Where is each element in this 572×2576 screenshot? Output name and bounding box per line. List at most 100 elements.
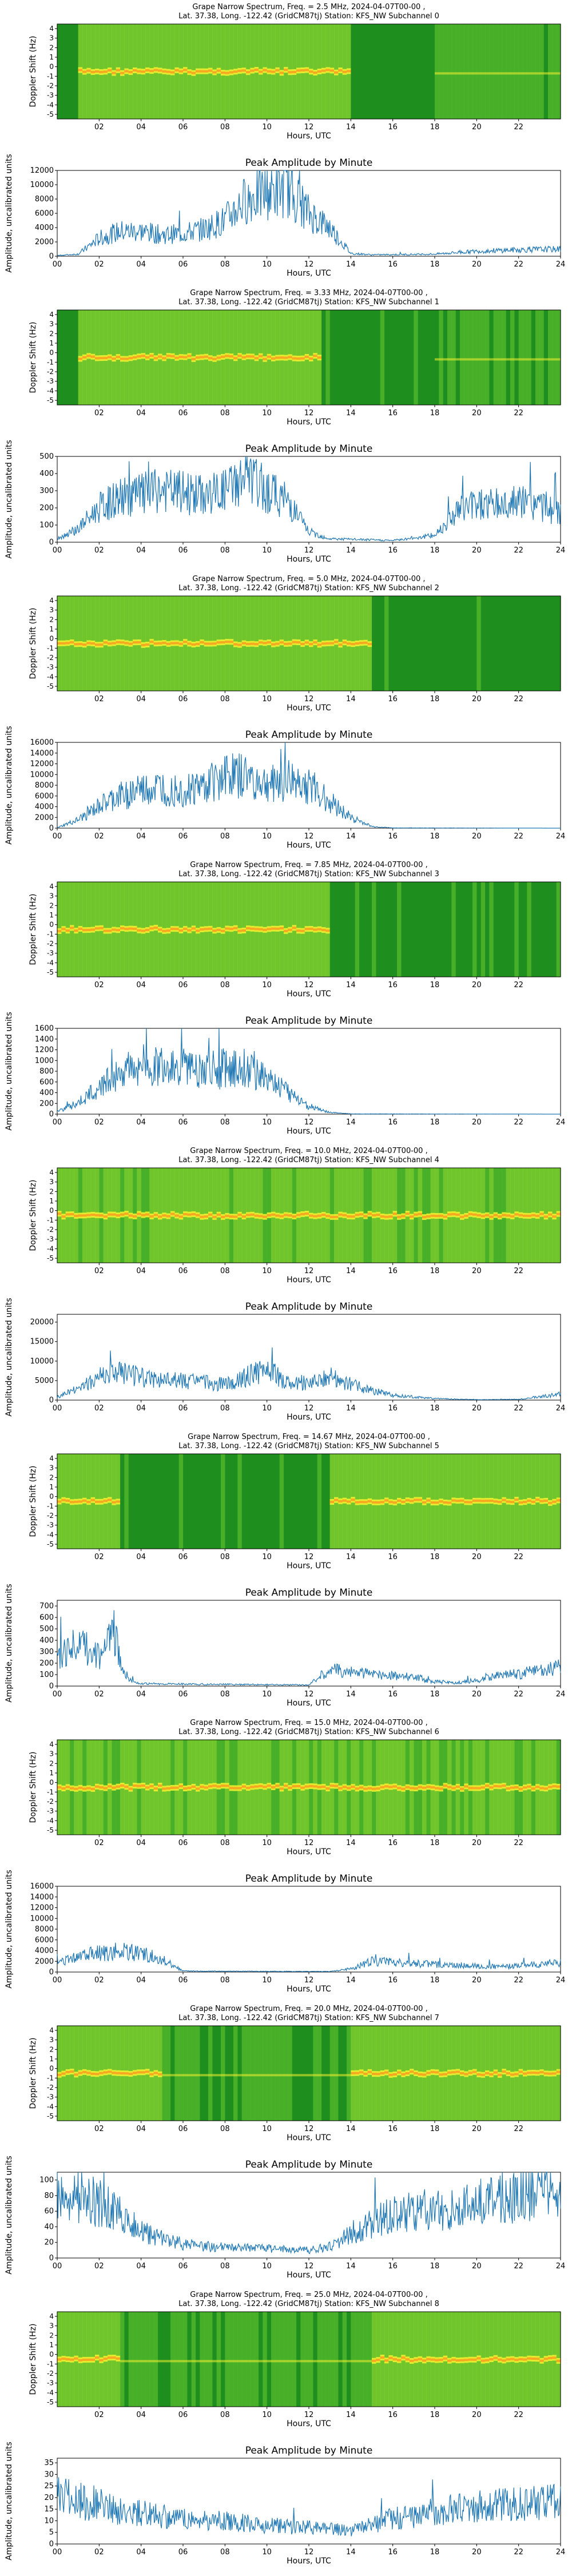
amplitude-y-tick-label: 60 [44,2207,54,2216]
spectrogram-trace-peak [153,69,158,71]
spectrogram-trace-peak [174,928,180,931]
spectrogram-column [476,310,482,405]
spectrogram-y-tick-label: -4 [47,673,54,681]
amplitude-y-tick-label: 12000 [30,1904,54,1913]
spectrogram-y-tick-label: -4 [47,1245,54,1253]
spectrogram-title: Grape Narrow Spectrum, Freq. = 25.0 MHz,… [190,2291,427,2299]
spectrogram-trace [233,2360,238,2363]
spectrogram-trace [292,2360,297,2363]
spectrogram-x-tick-label: 14 [346,695,356,703]
spectrogram-column [418,596,423,691]
spectrogram-column [527,24,532,119]
amplitude-x-label: Hours, UTC [287,841,331,850]
spectrogram-trace-peak [128,357,133,360]
spectrogram-trace [506,358,511,361]
amplitude-x-tick-label: 22 [514,2548,523,2557]
spectrogram-trace [502,72,507,75]
spectrogram-x-tick-label: 22 [514,981,523,989]
spectrogram-trace-peak [498,1501,502,1504]
spectrogram-trace [241,2074,247,2077]
spectrogram-column [254,1454,259,1549]
spectrogram-1: Grape Narrow Spectrum, Freq. = 3.33 MHz,… [29,289,561,427]
spectrogram-column [313,2026,318,2121]
spectrogram-trace-peak [137,1213,142,1215]
amplitude-y-label: Amplitude, uncalibrated units [5,1870,14,1989]
spectrogram-column [334,2026,339,2121]
spectrogram-title: Grape Narrow Spectrum, Freq. = 20.0 MHz,… [190,2005,427,2013]
spectrogram-column [502,882,507,977]
amplitude-x-tick-label: 24 [556,1404,566,1413]
spectrogram-trace-peak [162,1787,167,1790]
spectrogram-trace-peak [493,2356,498,2359]
spectrogram-trace [178,2360,184,2363]
amplitude-x-tick-label: 14 [346,1690,356,1699]
spectrogram-trace [347,2360,351,2363]
spectrogram-column [539,882,545,977]
spectrogram-y-tick-label: 0 [49,635,54,643]
spectrogram-trace [309,2074,313,2077]
spectrogram-trace-peak [543,1500,549,1502]
spectrogram-column [204,1454,209,1549]
spectrogram-trace-peak [288,71,293,74]
spectrogram-column [338,310,343,405]
spectrogram-x-tick-label: 02 [94,1839,104,1847]
spectrogram-column [317,2026,322,2121]
spectrogram-column [128,1454,133,1549]
amplitude-y-tick-label: 1000 [35,1056,54,1065]
spectrogram-trace-peak [250,642,255,645]
spectrogram-trace [435,72,439,75]
spectrogram-column [267,2312,272,2407]
spectrogram-trace-peak [174,356,180,359]
spectrogram-column [178,2312,184,2407]
amplitude-y-tick-label: 1200 [35,1046,54,1055]
spectrogram-trace-peak [531,2358,536,2360]
amplitude-x-tick-label: 02 [94,2262,104,2271]
spectrogram-column [259,1454,263,1549]
spectrogram-trace-peak [90,1498,96,1501]
spectrogram-x-tick-label: 16 [388,1553,398,1561]
spectrogram-column [380,24,385,119]
spectrogram-y-label: Doppler Shift (Hz) [29,1752,38,1823]
amplitude-x-tick-label: 14 [346,2262,356,2271]
spectrogram-trace [480,358,486,361]
spectrogram-x-tick-label: 10 [262,695,272,703]
spectrogram-column [472,310,477,405]
spectrogram-trace-peak [99,71,104,74]
spectrogram-trace-peak [187,929,192,932]
spectrogram-x-tick-label: 14 [346,1267,356,1275]
spectrogram-column [225,2026,230,2121]
spectrogram-trace-peak [61,642,66,645]
spectrogram-column [149,1454,154,1549]
spectrogram-trace-peak [145,643,150,646]
spectrogram-trace-peak [296,1214,301,1217]
spectrogram-trace-peak [263,1786,268,1788]
amplitude-x-tick-label: 04 [136,832,146,841]
spectrogram-x-label: Hours, UTC [287,1275,331,1285]
spectrogram-trace-peak [120,1784,125,1787]
spectrogram-trace-peak [321,1786,326,1788]
amplitude-x-tick-label: 04 [136,1404,146,1413]
spectrogram-trace-peak [116,2357,121,2360]
spectrogram-trace-peak [137,70,142,73]
spectrogram-column [430,596,435,691]
amplitude-y-tick-label: 0 [49,1396,54,1405]
amplitude-y-tick-label: 8000 [35,781,54,790]
amplitude-x-tick-label: 00 [53,1976,62,1985]
spectrogram-trace-peak [70,1501,74,1504]
spectrogram-column [476,596,482,691]
amplitude-title: Peak Amplitude by Minute [245,2159,373,2170]
spectrogram-trace-peak [388,1215,394,1218]
spectrogram-trace [162,2360,167,2363]
amplitude-x-tick-label: 22 [514,1690,523,1699]
amplitude-y-tick-label: 20 [44,2494,54,2502]
spectrogram-x-tick-label: 18 [430,123,440,132]
spectrogram-trace [204,2074,209,2077]
spectrogram-trace-peak [178,356,184,359]
spectrogram-trace-peak [141,2071,146,2074]
amplitude-x-tick-label: 00 [53,546,62,555]
amplitude-y-label: Amplitude, uncalibrated units [5,1012,14,1131]
spectrogram-column [460,882,464,977]
spectrogram-trace-peak [153,1787,158,1790]
spectrogram-column [502,310,507,405]
spectrogram-y-tick-label: -5 [47,396,54,404]
